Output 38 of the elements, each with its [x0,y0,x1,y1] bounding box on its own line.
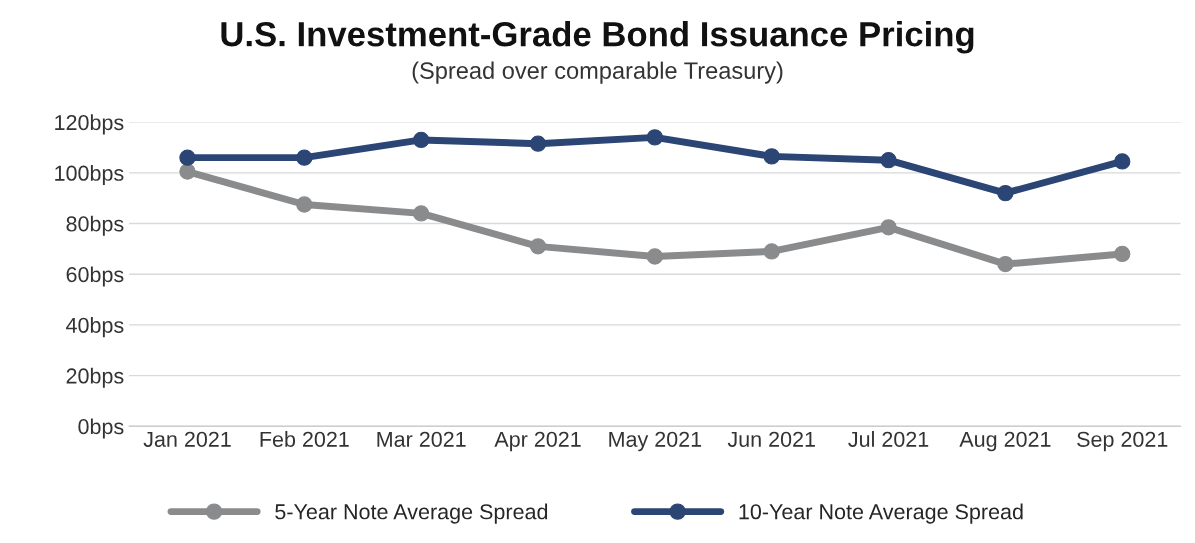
point [413,131,430,149]
x-tick-label: Apr 2021 [494,431,581,452]
point [997,184,1014,202]
x-tick-label: Jan 2021 [143,431,231,447]
x-tick-label: Sep 2021 [1077,431,1168,452]
x-tick-label: Jul 2021 [848,431,929,447]
y-tick-label: 100bps [55,165,124,186]
x-tick-label: Aug 2021 [959,431,1051,452]
x-tick-label: Feb 2021 [260,431,349,447]
y-tick-label: 120bps [55,114,124,135]
point [296,196,313,213]
y-tick-label: 20bps [66,367,124,388]
point [880,219,897,236]
x-tick-label: May 2021 [609,431,702,452]
point [997,255,1014,273]
y-tick-label: 60bps [66,266,124,287]
x-tick-label: Mar 2021 [377,431,466,447]
y-tick-label: 80bps [66,215,124,236]
point [646,248,664,265]
x-tick-label: Jun 2021 [727,431,815,447]
point [880,152,897,169]
point [529,135,547,152]
point [413,205,430,222]
legend-label: 10-Year Note Average Spread [739,503,1023,524]
y-tick-label: 0bps [78,418,124,439]
point [646,129,664,146]
point [296,149,313,166]
legend-label: 5-Year Note Average Spread [275,503,548,524]
chart-subtitle: (Spread over comparable Treasury) [412,61,783,84]
y-tick-label: 40bps [66,317,124,338]
chart-title: U.S. Investment-Grade Bond Issuance Pricing [221,20,974,54]
point [763,243,780,260]
point [179,163,196,180]
point [763,148,780,165]
point [179,149,196,166]
point [1114,153,1131,170]
point [529,238,547,255]
point [1114,245,1131,263]
